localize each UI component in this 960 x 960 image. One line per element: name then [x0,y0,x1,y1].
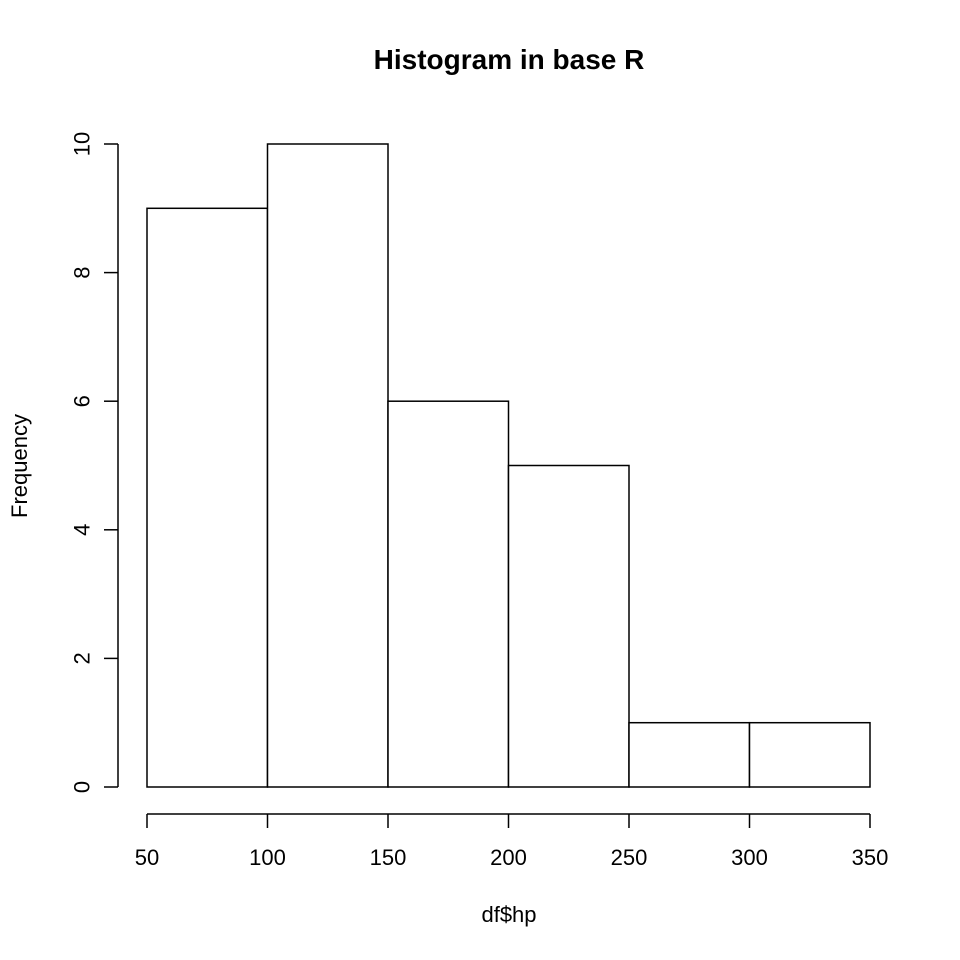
y-tick-label: 8 [70,266,95,278]
x-tick-label: 200 [490,845,527,870]
histogram-bar-200-250 [507,464,630,788]
histogram-bar-300-350 [748,721,871,788]
y-axis: 0 2 4 6 8 10 [70,132,119,793]
chart-title: Histogram in base R [374,44,645,75]
x-tick-label: 50 [135,845,159,870]
x-axis-label: df$hp [481,902,536,927]
x-tick-label: 150 [370,845,407,870]
y-tick-label: 10 [70,132,95,156]
histogram-bar-100-150 [266,143,389,788]
y-axis-label: Frequency [7,414,32,518]
y-tick-label: 0 [70,781,95,793]
y-tick-label: 2 [70,652,95,664]
x-axis: 50 100 150 200 250 300 350 [135,813,889,870]
y-tick-label: 4 [70,524,95,536]
y-tick-label: 6 [70,395,95,407]
x-tick-label: 100 [249,845,286,870]
histogram-bar-150-200 [387,400,510,788]
histogram-bar-250-300 [628,721,751,788]
x-tick-label: 350 [852,845,889,870]
x-tick-label: 250 [611,845,648,870]
x-tick-label: 300 [731,845,768,870]
bars-group [146,143,871,788]
histogram-bar-50-100 [146,207,269,788]
